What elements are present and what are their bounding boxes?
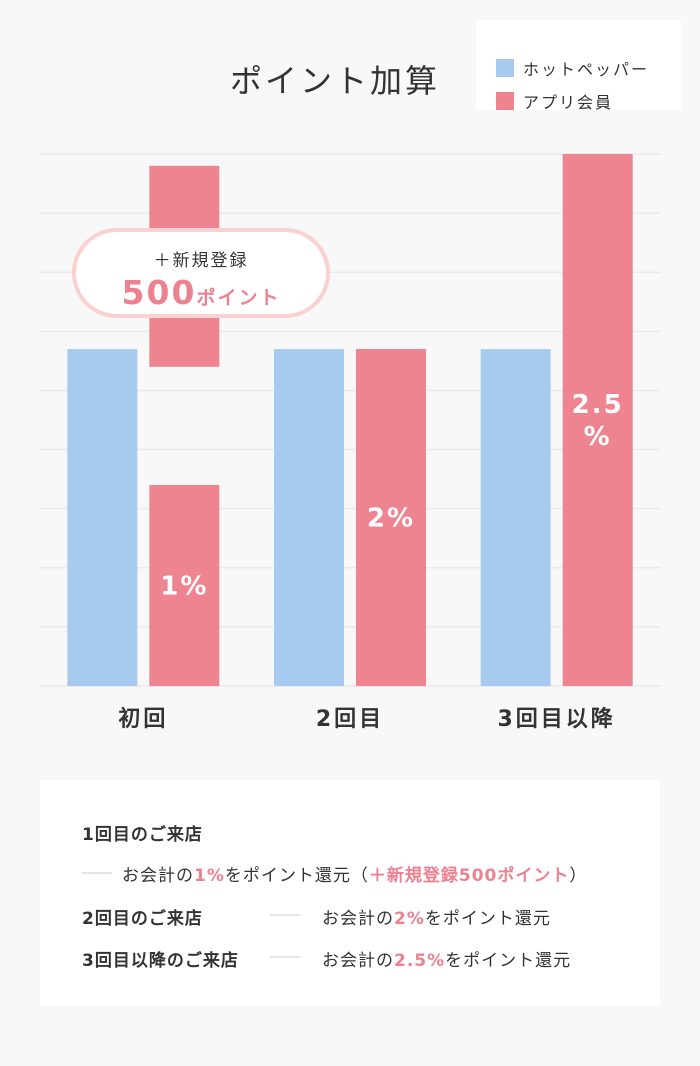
note-second-rate: 2% (394, 909, 425, 929)
bar-hotpepper-1 (67, 349, 138, 686)
bonus-line1: ＋新規登録 (153, 251, 249, 271)
note-third-dash (270, 956, 300, 958)
bar-label-2: 2% (367, 504, 415, 534)
notes-panel: 1回目のご来店 お会計の1%をポイント還元（＋新規登録500ポイント） 2回目の… (40, 780, 660, 1006)
legend-label-app-member: アプリ会員 (523, 93, 614, 112)
note-second-head: 2回目のご来店 (82, 909, 203, 929)
grid-lines (40, 153, 660, 687)
note-third-rate: 2.5% (394, 951, 446, 971)
note-second-text: お会計の2%をポイント還元 (322, 904, 551, 929)
x-axis-ticks: 初回 2回目 3回目以降 (118, 706, 616, 732)
bar-app-member-1 (149, 485, 220, 686)
bar-hotpepper-3 (480, 349, 551, 686)
bonus-points: 500 (121, 273, 197, 312)
x-tick-label-1: 初回 (118, 706, 168, 732)
x-tick-label-3: 3回目以降 (498, 707, 616, 732)
legend-label-hotpepper: ホットペッパー (523, 60, 650, 79)
legend-swatch-app-member (496, 92, 514, 110)
note-first-mid: をポイント還元（ (224, 866, 369, 886)
note-third-post: をポイント還元 (445, 951, 572, 971)
bars (67, 154, 633, 686)
note-second-post: をポイント還元 (424, 909, 551, 929)
x-tick-label-2: 2回目 (316, 707, 384, 732)
note-first-head: 1回目のご来店 (82, 825, 203, 845)
note-second-pre: お会計の (322, 909, 394, 929)
note-third-text: お会計の2.5%をポイント還元 (322, 946, 571, 971)
legend-item-hotpepper: ホットペッパー (496, 57, 649, 79)
note-first-bonus: ＋新規登録500ポイント (368, 866, 570, 886)
bar-label-3: 2.5% (572, 390, 624, 452)
legend-swatch-hotpepper (496, 59, 514, 77)
note-first-pre: お会計の (122, 866, 194, 886)
bar-hotpepper-2 (274, 349, 344, 686)
chart-title: ポイント加算 (229, 62, 440, 100)
note-third-pre: お会計の (322, 951, 394, 971)
note-second-dash (270, 914, 300, 916)
bar-app-member-2 (356, 349, 426, 686)
bonus-unit: ポイント (196, 287, 281, 309)
note-first-post: ） (569, 866, 588, 886)
note-first-dash (82, 872, 112, 874)
bonus-bubble: ＋新規登録 500ポイント (72, 228, 330, 318)
note-first-text: お会計の1%をポイント還元（＋新規登録500ポイント） (122, 861, 587, 886)
bar-labels: 1% 2% 2.5% (160, 390, 624, 602)
legend-item-app-member: アプリ会員 (496, 90, 613, 112)
bonus-line2: 500ポイント (76, 273, 326, 312)
note-third-head: 3回目以降のご来店 (82, 951, 239, 971)
legend: ホットペッパー アプリ会員 (476, 20, 681, 112)
bar-label-1: 1% (160, 572, 208, 602)
note-first-rate: 1% (194, 866, 225, 886)
bar-app-member-3 (562, 154, 633, 686)
bar-chart: 1% 2% 2.5% 初回 2回目 3回目以降 (40, 153, 660, 732)
